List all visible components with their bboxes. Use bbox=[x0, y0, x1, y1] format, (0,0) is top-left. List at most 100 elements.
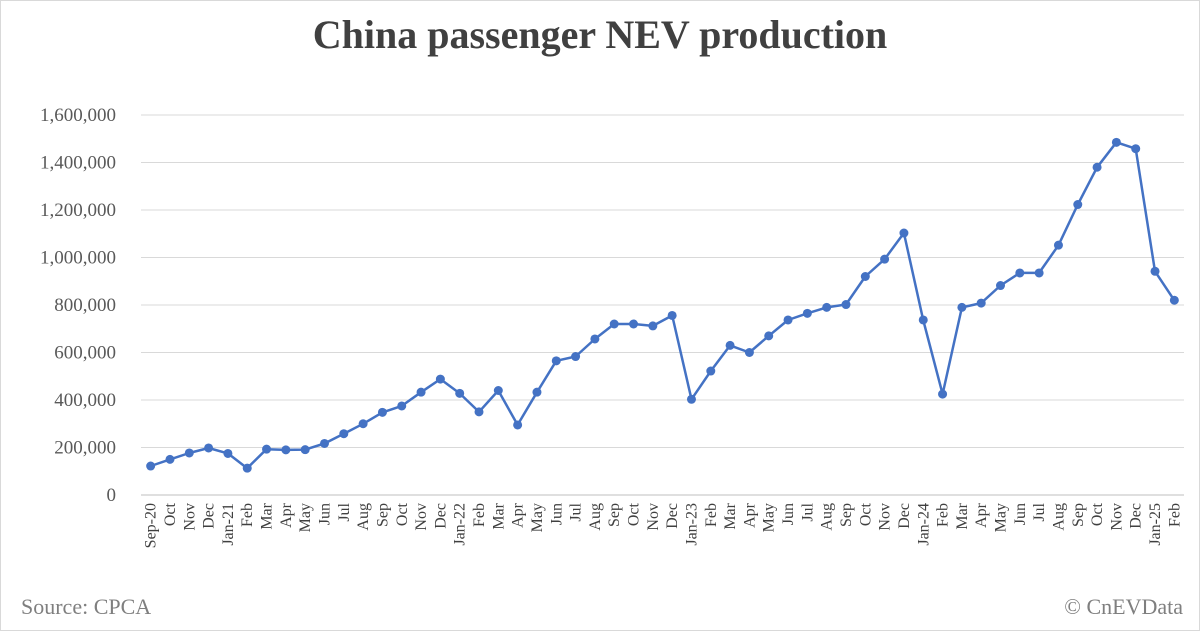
data-point bbox=[262, 444, 272, 454]
y-tick-label: 1,400,000 bbox=[40, 153, 116, 174]
data-point bbox=[184, 448, 194, 458]
data-point bbox=[822, 302, 832, 312]
data-point bbox=[455, 388, 465, 398]
data-point bbox=[474, 407, 484, 417]
x-tick-label: Dec bbox=[432, 503, 449, 529]
x-tick-label: Jun bbox=[780, 503, 797, 525]
x-tick-label: Apr bbox=[741, 502, 758, 528]
copyright-note: © CnEVData bbox=[1064, 594, 1183, 619]
x-tick-label: Apr bbox=[973, 502, 990, 528]
x-tick-label: Feb bbox=[239, 503, 256, 527]
y-tick-label: 400,000 bbox=[54, 390, 116, 411]
x-tick-label: Dec bbox=[896, 503, 913, 529]
x-tick-label: Jan-22 bbox=[452, 503, 469, 546]
data-point bbox=[435, 374, 445, 384]
x-tick-label: Feb bbox=[471, 503, 488, 527]
x-tick-label: Jun bbox=[1012, 503, 1029, 525]
x-tick-label: Sep-20 bbox=[143, 503, 160, 548]
chart-title: China passenger NEV production bbox=[312, 12, 888, 57]
data-point bbox=[223, 448, 233, 458]
y-tick-label: 1,600,000 bbox=[40, 105, 116, 126]
data-point bbox=[513, 420, 523, 430]
data-point bbox=[416, 387, 426, 397]
x-tick-label: Sep bbox=[838, 503, 855, 527]
y-tick-label: 1,200,000 bbox=[40, 200, 116, 221]
x-tick-label: Nov bbox=[1108, 503, 1125, 531]
data-point bbox=[165, 454, 175, 464]
x-tick-label: Jan-24 bbox=[915, 503, 932, 546]
x-tick-label: Sep bbox=[606, 503, 623, 527]
x-tick-label: Nov bbox=[413, 503, 430, 531]
data-point bbox=[551, 356, 561, 366]
data-point bbox=[764, 331, 774, 341]
data-point bbox=[629, 319, 639, 329]
data-point bbox=[532, 387, 542, 397]
data-point bbox=[590, 334, 600, 344]
x-tick-label: Sep bbox=[1070, 503, 1087, 527]
x-tick-label: Aug bbox=[587, 503, 604, 531]
data-point bbox=[281, 445, 291, 455]
x-tick-label: Apr bbox=[510, 502, 527, 528]
x-tick-label: Aug bbox=[819, 503, 836, 531]
data-point bbox=[860, 272, 870, 281]
x-tick-label: Dec bbox=[201, 503, 218, 529]
x-tick-label: Nov bbox=[181, 503, 198, 531]
data-point bbox=[725, 340, 735, 350]
data-point bbox=[1092, 162, 1102, 172]
x-tick-label: Feb bbox=[1166, 503, 1183, 527]
x-tick-label: Jan-25 bbox=[1147, 503, 1164, 546]
gridlines bbox=[141, 114, 1184, 496]
data-point bbox=[571, 352, 581, 362]
x-tick-label: Oct bbox=[857, 502, 874, 526]
data-point bbox=[242, 463, 252, 473]
data-point bbox=[1150, 266, 1160, 276]
data-point bbox=[204, 443, 214, 453]
source-note: Source: CPCA bbox=[21, 594, 152, 619]
x-tick-label: Oct bbox=[162, 502, 179, 526]
data-point bbox=[744, 348, 754, 357]
x-tick-label: Dec bbox=[1128, 503, 1145, 529]
data-point bbox=[841, 300, 851, 310]
data-point bbox=[918, 315, 928, 325]
data-point bbox=[1053, 240, 1063, 250]
x-tick-label: Nov bbox=[877, 503, 894, 531]
data-point bbox=[609, 319, 619, 329]
data-point bbox=[957, 302, 967, 312]
data-point bbox=[938, 389, 948, 399]
data-point bbox=[899, 228, 909, 238]
y-tick-label: 800,000 bbox=[54, 295, 116, 316]
x-tick-label: Aug bbox=[355, 503, 372, 531]
x-tick-label: Nov bbox=[645, 503, 662, 531]
data-point bbox=[1073, 200, 1083, 210]
y-tick-label: 0 bbox=[107, 485, 117, 506]
data-point bbox=[146, 461, 156, 471]
x-tick-label: Sep bbox=[374, 503, 391, 527]
x-tick-label: May bbox=[297, 503, 314, 532]
data-point bbox=[880, 254, 890, 264]
data-point bbox=[1015, 268, 1025, 278]
x-tick-label: Oct bbox=[1089, 502, 1106, 526]
x-tick-label: Jul bbox=[336, 502, 353, 521]
data-point bbox=[1131, 144, 1141, 154]
y-tick-label: 200,000 bbox=[54, 438, 116, 459]
data-point bbox=[397, 401, 407, 411]
x-tick-label: Mar bbox=[490, 502, 507, 529]
x-axis-ticks: Sep-20 Oct Nov Dec Jan-21 Feb Mar Apr May Jun Jul A… bbox=[143, 502, 1184, 548]
data-point bbox=[667, 310, 677, 320]
x-tick-label: Jul bbox=[568, 502, 585, 521]
x-tick-label: May bbox=[761, 503, 778, 532]
data-point bbox=[377, 407, 387, 417]
x-tick-label: May bbox=[529, 503, 546, 532]
data-point bbox=[686, 394, 696, 404]
x-tick-label: Dec bbox=[664, 503, 681, 529]
y-tick-label: 1,000,000 bbox=[40, 248, 116, 269]
x-tick-label: Apr bbox=[278, 502, 295, 528]
data-point bbox=[300, 445, 310, 455]
x-tick-label: Mar bbox=[259, 502, 276, 529]
x-tick-label: May bbox=[993, 503, 1010, 532]
data-point bbox=[358, 419, 368, 429]
x-tick-label: Jul bbox=[799, 502, 816, 521]
x-tick-label: Feb bbox=[703, 503, 720, 527]
x-tick-label: Aug bbox=[1050, 503, 1067, 531]
